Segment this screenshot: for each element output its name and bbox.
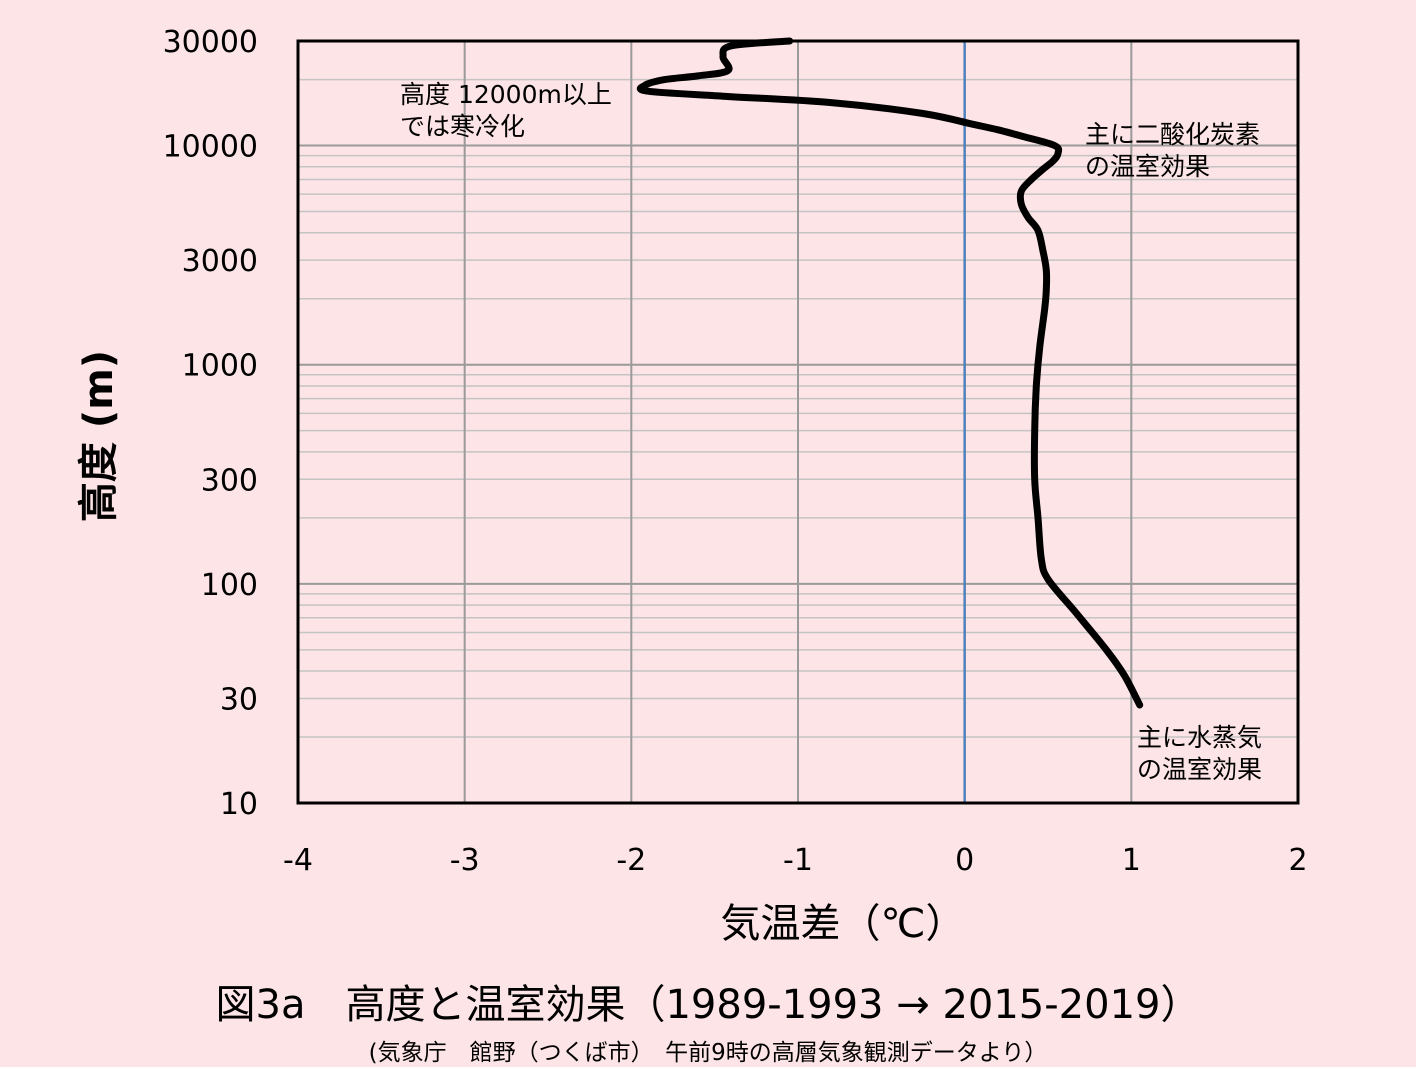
major-gridlines (298, 41, 1298, 803)
y-tick-label: 300 (201, 463, 258, 498)
x-tick-label: 2 (1288, 843, 1307, 878)
y-tick-label: 10000 (163, 130, 258, 165)
y-tick-label: 3000 (182, 244, 258, 279)
y-axis-label: 高度 (m) (76, 350, 122, 522)
x-tick-labels: -4 -3 -2 -1 0 1 2 (283, 843, 1308, 878)
y-tick-labels: 30000 10000 3000 1000 300 100 30 10 (163, 25, 258, 822)
x-axis-label: 気温差（℃） (721, 901, 966, 947)
y-tick-label: 30000 (163, 25, 258, 60)
x-tick-label: 1 (1122, 843, 1141, 878)
series-line (636, 37, 1144, 709)
x-tick-label: -4 (283, 843, 313, 878)
y-tick-label: 10 (220, 787, 258, 822)
temperature-altitude-chart: 30000 10000 3000 1000 300 100 30 10 -4 -3 -2 -1 0 1 2… (76, 25, 1308, 947)
y-tick-label: 100 (201, 568, 258, 603)
x-tick-label: 0 (955, 843, 974, 878)
figure-title: 図3a 高度と温室効果（1989-1993 → 2015-2019） (215, 982, 1201, 1028)
annotation-water-vapor: 主に水蒸気の温室効果 (1137, 723, 1262, 784)
y-tick-label: 30 (220, 682, 258, 717)
figure-source-note: (気象庁 館野（つくば市） 午前9時の高層気象観測データより） (368, 1040, 1048, 1066)
annotation-cold: 高度 12000m以上では寒冷化 (400, 80, 612, 141)
x-tick-label: -1 (783, 843, 813, 878)
annotation-co2: 主に二酸化炭素の温室効果 (1085, 120, 1260, 181)
x-tick-label: -3 (450, 843, 480, 878)
x-tick-label: -2 (616, 843, 646, 878)
plot-frame (296, 39, 1300, 805)
y-tick-label: 1000 (182, 349, 258, 384)
